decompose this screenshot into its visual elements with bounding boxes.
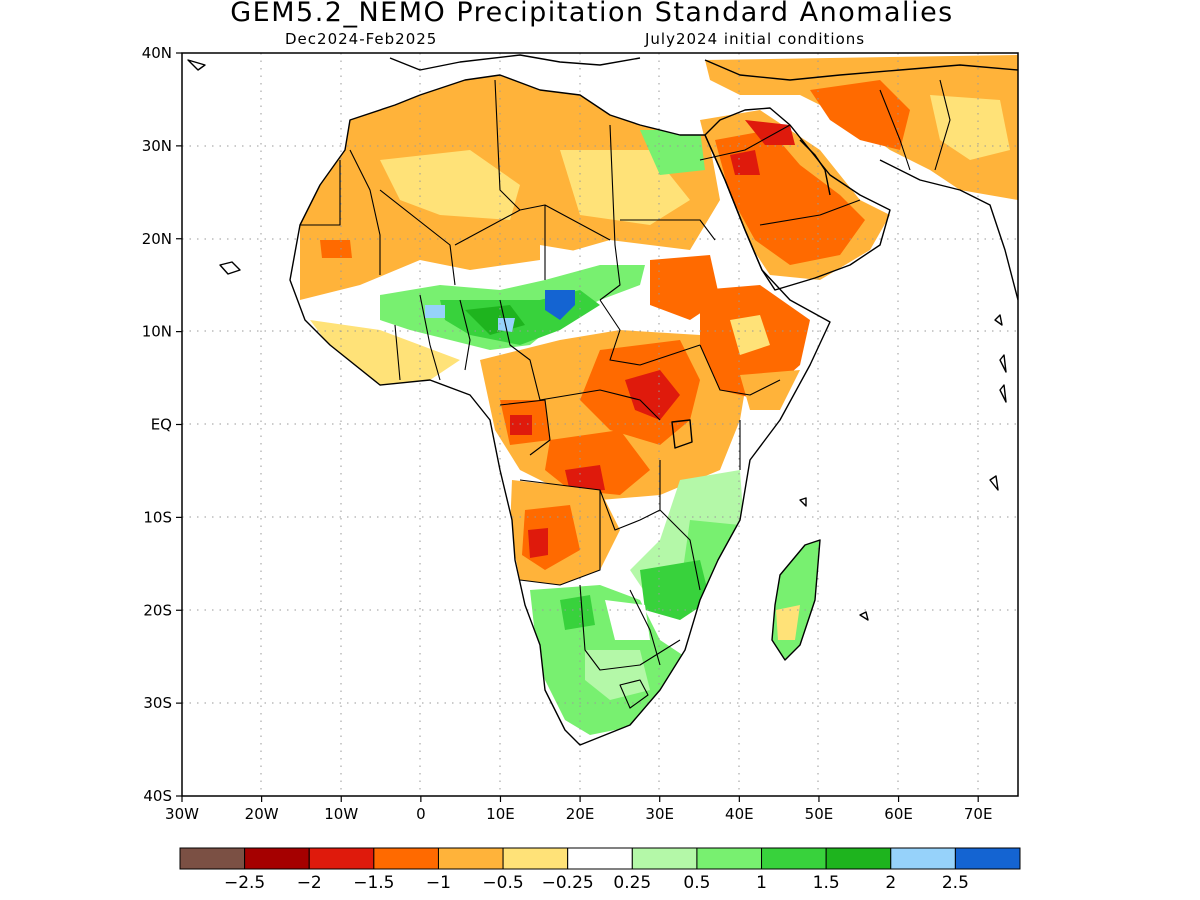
initial-conditions: July2024 initial conditions [644, 30, 865, 48]
colorbar-label: 0.5 [683, 873, 710, 893]
lat-tick-label: 30N [142, 137, 172, 155]
colorbar-label: 1 [756, 873, 767, 893]
lat-tick-label: 20N [142, 230, 172, 248]
islands [187, 59, 1007, 621]
lat-tick-label: EQ [151, 416, 172, 434]
map-title: GEM5.2_NEMO Precipitation Standard Anoma… [230, 0, 954, 28]
colorbar-swatch [437, 847, 504, 870]
lon-tick-label: 10W [324, 805, 358, 823]
coastlines [289, 54, 1018, 746]
lon-tick-label: 20W [245, 805, 279, 823]
colorbar-label: −1.5 [353, 873, 394, 893]
lat-tick-label: 30S [143, 694, 172, 712]
colorbar-swatch [890, 847, 956, 870]
lon-tick-label: 30W [165, 805, 199, 823]
colorbar-label: −2 [297, 873, 322, 893]
colorbar-swatch [179, 847, 246, 870]
colorbar-swatch [825, 847, 892, 870]
colorbar-label: −2.5 [224, 873, 265, 893]
colorbar: −2.5 −2 −1.5 −1 −0.5 −0.25 0.25 0.5 1 1.5 2 2.5 [179, 847, 1021, 893]
lon-tick-label: 10E [486, 805, 515, 823]
colorbar-swatch [308, 847, 375, 870]
longitude-axis: 30W 20W 10W 0 10E 20E 30E 40E 50E 60E 70E [165, 796, 992, 823]
lat-tick-label: 40S [143, 787, 172, 805]
lat-tick-label: 40N [142, 44, 172, 62]
colorbar-swatch [954, 847, 1021, 870]
lon-tick-label: 60E [884, 805, 913, 823]
lon-tick-label: 40E [725, 805, 754, 823]
colorbar-swatch [373, 847, 439, 870]
lon-tick-label: 70E [964, 805, 993, 823]
colorbar-swatch [244, 847, 310, 870]
colorbar-label: 2.5 [942, 873, 969, 893]
colorbar-swatch [502, 847, 569, 870]
lat-tick-label: 10S [143, 508, 172, 526]
colorbar-label: −0.5 [482, 873, 523, 893]
colorbar-label: −1 [426, 873, 451, 893]
colorbar-label: 1.5 [813, 873, 840, 893]
lon-tick-label: 0 [416, 805, 426, 823]
colorbar-label: 0.25 [613, 873, 651, 893]
lat-tick-label: 10N [142, 323, 172, 341]
colorbar-label: −0.25 [542, 873, 594, 893]
colorbar-swatch [696, 847, 763, 870]
colorbar-swatch [631, 847, 698, 870]
colorbar-label: 2 [885, 873, 896, 893]
forecast-period: Dec2024-Feb2025 [285, 30, 437, 48]
colorbar-swatch [567, 847, 633, 870]
lat-tick-label: 20S [143, 601, 172, 619]
country-borders [300, 79, 951, 709]
lon-tick-label: 30E [645, 805, 674, 823]
lon-tick-label: 50E [805, 805, 834, 823]
plot-area [182, 53, 1018, 796]
latitude-axis: 40N 30N 20N 10N EQ 10S 20S 30S 40S [142, 44, 182, 805]
colorbar-swatch [761, 847, 827, 870]
lon-tick-label: 20E [566, 805, 595, 823]
